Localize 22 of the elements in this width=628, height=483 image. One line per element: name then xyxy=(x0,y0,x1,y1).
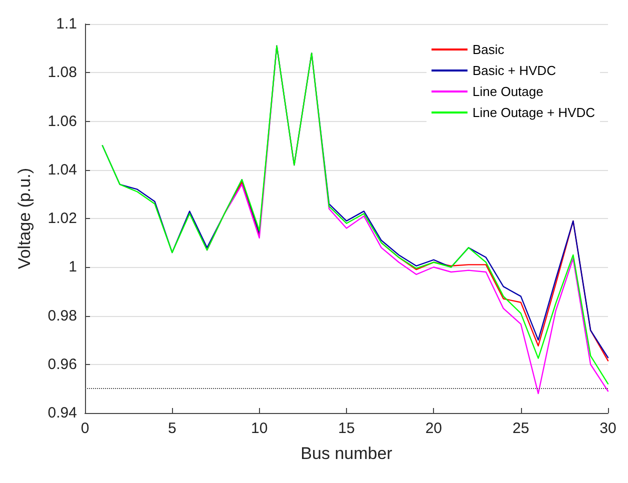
y-tick-label: 0.94 xyxy=(48,404,77,422)
x-axis-title: Bus number xyxy=(300,444,393,463)
x-tick-label: 30 xyxy=(600,420,616,437)
y-tick-label: 0.96 xyxy=(48,356,77,373)
x-tick-label: 10 xyxy=(250,420,268,437)
x-tick-label: 20 xyxy=(425,420,442,437)
x-tick-label: 5 xyxy=(168,420,176,437)
y-tick-label: 1.08 xyxy=(48,64,77,82)
legend-label: Line Outage + HVDC xyxy=(472,105,595,120)
legend-label: Line Outage xyxy=(472,84,544,99)
x-tick-label: 15 xyxy=(338,420,355,437)
y-tick-label: 1.1 xyxy=(56,16,77,32)
y-tick-label: 1.04 xyxy=(48,161,77,178)
y-tick-label: 1.02 xyxy=(48,210,77,227)
y-tick-label: 1 xyxy=(68,258,77,276)
legend-label: Basic + HVDC xyxy=(472,63,556,78)
y-tick-label: 1.06 xyxy=(48,112,77,130)
y-axis-title: Voltage (p.u.) xyxy=(15,168,34,270)
y-tick-label: 0.98 xyxy=(48,307,77,324)
x-tick-label: 0 xyxy=(80,420,90,437)
x-tick-label: 25 xyxy=(512,420,530,437)
legend-label: Basic xyxy=(472,42,505,57)
